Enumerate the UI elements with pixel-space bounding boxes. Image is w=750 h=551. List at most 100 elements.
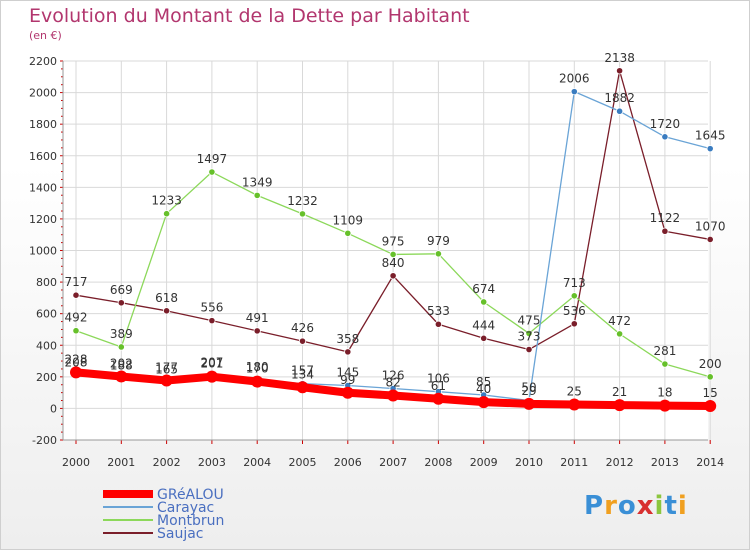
data-label: 201 [200, 357, 223, 371]
data-label: 1720 [650, 117, 681, 131]
legend-label: Carayac [157, 500, 214, 516]
x-tick-label: 2014 [696, 456, 724, 469]
y-tick-label: 200 [36, 371, 57, 384]
data-point [344, 229, 352, 237]
data-point [525, 345, 533, 354]
y-tick-label: 2200 [29, 55, 57, 68]
data-point [477, 396, 490, 409]
data-point [661, 360, 669, 368]
data-label: 618 [155, 291, 178, 305]
data-point [613, 399, 626, 412]
data-label: 61 [431, 379, 446, 393]
data-point [205, 370, 218, 383]
y-tick-label: 2000 [29, 87, 57, 100]
data-label: 1233 [151, 194, 182, 208]
data-point [253, 191, 261, 199]
y-tick-label: 1600 [29, 150, 57, 163]
data-label: 202 [110, 357, 133, 371]
y-tick-label: -200 [32, 434, 57, 447]
data-label: 29 [521, 384, 536, 398]
data-point [117, 343, 125, 351]
data-point [251, 375, 264, 388]
x-tick-label: 2013 [651, 456, 679, 469]
data-point [434, 250, 442, 258]
data-point [160, 374, 173, 387]
data-label: 717 [65, 275, 88, 289]
data-label: 145 [336, 366, 359, 380]
data-point [70, 366, 82, 379]
proxiti-logo: Proxiti [584, 491, 688, 521]
data-label: 180 [246, 360, 269, 374]
y-tick-label: 0 [50, 402, 57, 415]
data-point [615, 107, 624, 115]
data-point [115, 370, 128, 383]
data-label: 472 [608, 314, 631, 328]
data-point [570, 88, 578, 96]
x-tick-label: 2007 [379, 456, 407, 469]
data-point [389, 272, 397, 280]
data-label: 228 [65, 352, 88, 366]
data-label: 82 [385, 375, 400, 389]
y-tick-label: 1400 [29, 181, 57, 194]
data-point [387, 389, 400, 402]
legend-label: Montbrun [157, 513, 224, 529]
data-point [117, 299, 125, 307]
data-label: 165 [155, 362, 178, 376]
data-point [661, 133, 669, 141]
x-tick-label: 2012 [606, 456, 634, 469]
data-label: 373 [518, 330, 541, 344]
data-point [615, 67, 624, 75]
data-point [434, 320, 442, 328]
data-label: 358 [336, 332, 359, 346]
data-point [163, 307, 171, 315]
data-label: 157 [291, 364, 314, 378]
y-tick-label: 1200 [29, 213, 57, 226]
data-label: 536 [563, 304, 586, 318]
y-tick-label: 400 [36, 339, 57, 352]
data-label: 491 [246, 311, 269, 325]
x-tick-label: 2000 [62, 456, 90, 469]
data-point [298, 337, 307, 345]
y-tick-label: 600 [36, 308, 57, 321]
data-point [706, 235, 714, 244]
data-point [344, 348, 352, 356]
data-point [480, 334, 488, 342]
data-label: 426 [291, 321, 314, 335]
data-label: 1882 [604, 91, 635, 105]
data-point [341, 386, 354, 399]
data-label: 50 [521, 381, 536, 395]
data-label: 281 [653, 344, 676, 358]
data-point [163, 210, 171, 218]
x-tick-label: 2005 [289, 456, 317, 469]
data-point [208, 317, 216, 325]
data-label: 188 [110, 359, 133, 373]
x-tick-label: 2011 [560, 456, 588, 469]
data-label: 713 [563, 276, 586, 290]
data-point [570, 320, 578, 328]
data-label: 840 [382, 256, 405, 270]
data-label: 85 [476, 375, 491, 389]
y-tick-label: 1800 [29, 118, 57, 131]
data-label: 1645 [695, 129, 726, 143]
chart-unit-label: (en €) [29, 29, 62, 42]
data-label: 1070 [695, 219, 726, 233]
data-point [208, 168, 216, 176]
chart-title: Evolution du Montant de la Dette par Hab… [29, 5, 470, 27]
data-point [706, 373, 714, 381]
data-label: 134 [291, 367, 314, 381]
data-point [570, 292, 578, 300]
data-label: 979 [427, 234, 450, 248]
data-label: 556 [200, 301, 223, 315]
data-label: 207 [200, 356, 223, 370]
data-label: 444 [472, 318, 495, 332]
data-point [658, 399, 671, 412]
y-tick-label: 800 [36, 276, 57, 289]
y-tick-label: 1000 [29, 245, 57, 258]
data-label: 208 [65, 356, 88, 370]
data-label: 1122 [650, 211, 681, 225]
data-label: 1232 [287, 194, 318, 208]
data-label: 2006 [559, 72, 590, 86]
data-label: 21 [612, 385, 627, 399]
